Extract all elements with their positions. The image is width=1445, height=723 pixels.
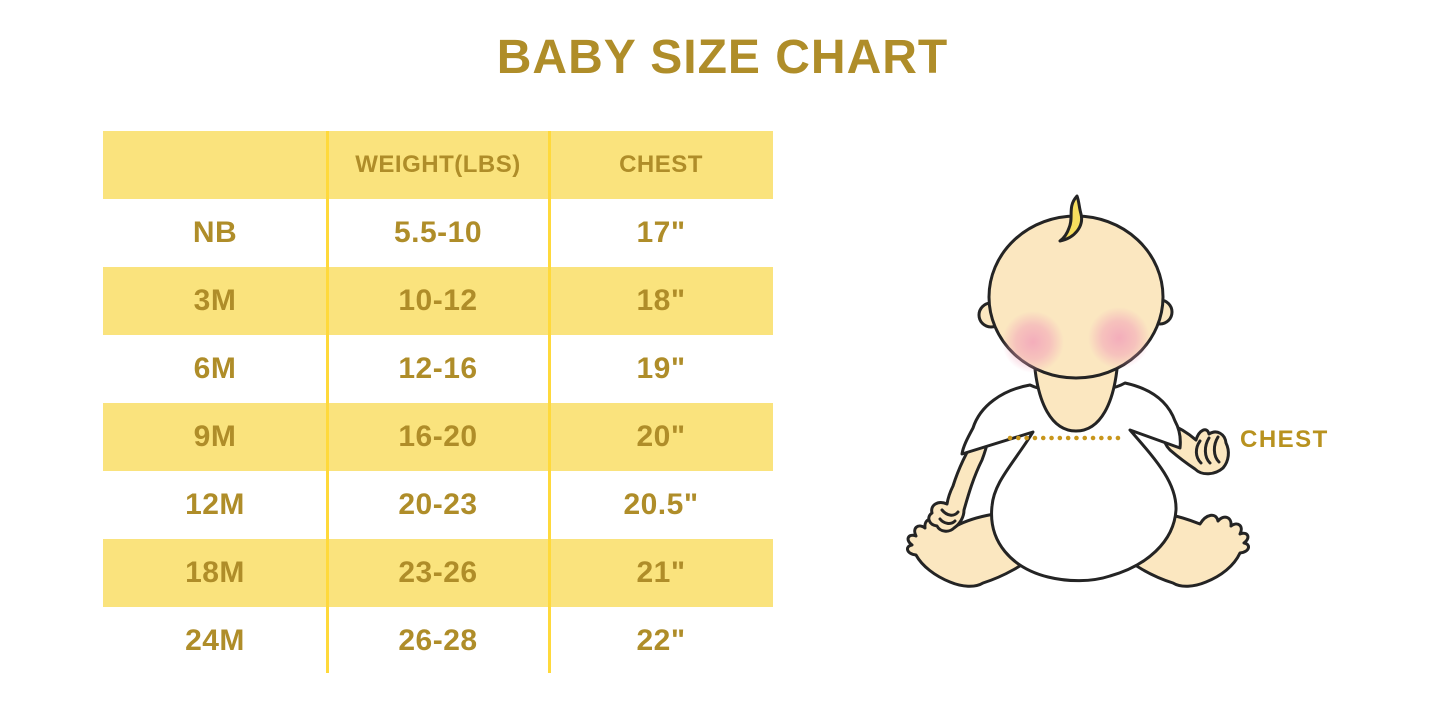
table-row-12m: 12M 20-23 20.5": [103, 471, 773, 539]
weight-cell: 26-28: [398, 624, 478, 657]
baby-left-hand-fingers: [938, 508, 960, 525]
baby-left-arm: [927, 434, 990, 533]
size-cell: NB: [192, 216, 238, 249]
table-row-18m: 18M 23-26 21": [103, 539, 773, 607]
chest-cell: 20.5": [623, 488, 699, 521]
weight-cell: 12-16: [398, 352, 478, 385]
table-row-3m: 3M 10-12 18": [103, 267, 773, 335]
table-row-6m: 6M 12-16 19": [103, 335, 773, 403]
chest-cell: 21": [636, 556, 686, 589]
header-size: [103, 131, 327, 199]
baby-illustration: CHEST: [880, 180, 1360, 600]
size-table: WEIGHT(LBS) CHEST NB 5.5-10 17" 3M 10-12…: [103, 131, 773, 675]
weight-cell: 23-26: [398, 556, 478, 589]
chest-cell: 17": [636, 216, 686, 249]
size-cell: 12M: [185, 488, 245, 521]
header-chest: CHEST: [619, 151, 703, 178]
baby-shirt: [960, 381, 1182, 583]
baby-left-cheek: [1002, 311, 1064, 373]
column-divider-2: [548, 131, 551, 673]
size-cell: 6M: [193, 352, 237, 385]
chest-label: CHEST: [1240, 426, 1329, 453]
weight-cell: 16-20: [398, 420, 478, 453]
table-row-nb: NB 5.5-10 17": [103, 199, 773, 267]
column-divider-1: [326, 131, 329, 673]
weight-cell: 20-23: [398, 488, 478, 521]
baby-right-cheek: [1088, 307, 1150, 369]
header-weight: WEIGHT(LBS): [355, 151, 521, 178]
page-title: BABY SIZE CHART: [496, 31, 949, 84]
size-cell: 9M: [193, 420, 237, 453]
weight-cell: 10-12: [398, 284, 478, 317]
chest-cell: 18": [636, 284, 686, 317]
baby-hair-tuft: [1058, 194, 1084, 243]
size-cell: 24M: [185, 624, 245, 657]
chest-cell: 22": [636, 624, 686, 657]
baby-right-fist-fingers: [1194, 435, 1221, 465]
table-row-9m: 9M 16-20 20": [103, 403, 773, 471]
size-cell: 18M: [185, 556, 245, 589]
table-row-24m: 24M 26-28 22": [103, 607, 773, 675]
chest-cell: 19": [636, 352, 686, 385]
size-cell: 3M: [193, 284, 237, 317]
size-table-header-row: WEIGHT(LBS) CHEST: [103, 131, 773, 199]
weight-cell: 5.5-10: [393, 216, 483, 249]
chest-cell: 20": [636, 420, 686, 453]
